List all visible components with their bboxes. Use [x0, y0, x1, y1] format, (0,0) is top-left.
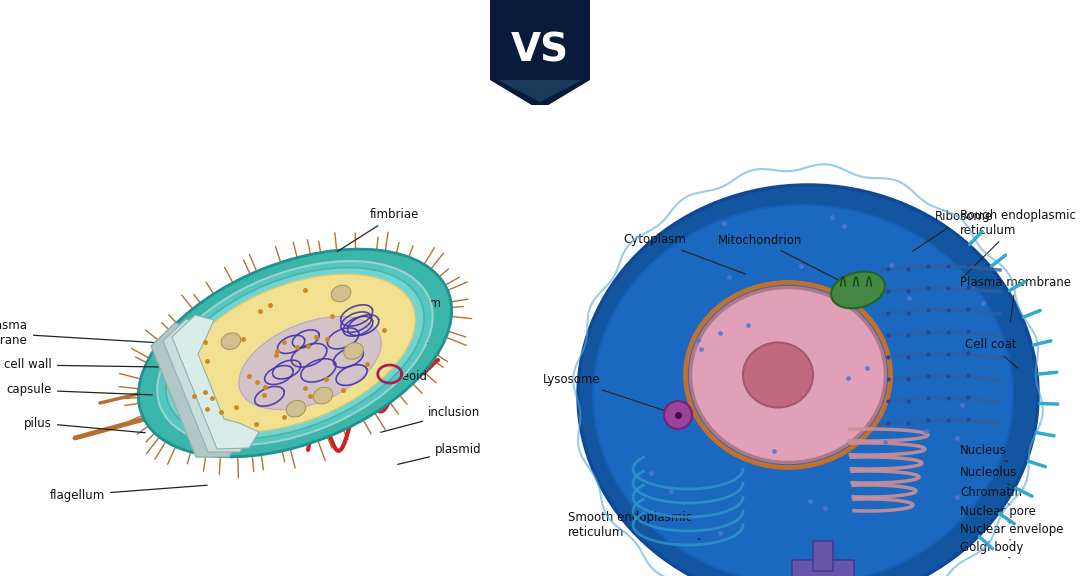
- Text: Eukaryotic cell: Eukaryotic cell: [660, 36, 960, 70]
- Polygon shape: [163, 319, 249, 452]
- Ellipse shape: [286, 400, 306, 417]
- FancyBboxPatch shape: [813, 541, 833, 571]
- Polygon shape: [151, 323, 238, 457]
- Ellipse shape: [593, 205, 1013, 576]
- Ellipse shape: [175, 274, 416, 432]
- Text: fimbriae: fimbriae: [337, 209, 419, 252]
- Text: Nucleolus: Nucleolus: [960, 467, 1017, 485]
- Ellipse shape: [578, 185, 1038, 576]
- Text: inclusion: inclusion: [380, 407, 481, 433]
- Text: plasmid: plasmid: [397, 444, 482, 464]
- Text: Golgi body: Golgi body: [960, 541, 1024, 558]
- Ellipse shape: [239, 316, 381, 410]
- Text: pilus: pilus: [24, 416, 145, 433]
- Text: Lysosome: Lysosome: [543, 373, 675, 414]
- Text: Nuclear envelope: Nuclear envelope: [960, 524, 1064, 540]
- Ellipse shape: [690, 287, 886, 463]
- FancyBboxPatch shape: [792, 560, 854, 576]
- Ellipse shape: [743, 343, 813, 407]
- Text: Smooth endoplasmic
reticulum: Smooth endoplasmic reticulum: [568, 511, 700, 540]
- Text: Prokaryotic cell: Prokaryotic cell: [111, 36, 429, 70]
- Text: Mitochondrion: Mitochondrion: [718, 233, 855, 289]
- Text: plasma
membrane: plasma membrane: [0, 319, 159, 347]
- Ellipse shape: [343, 343, 363, 359]
- Text: Cytoplasm: Cytoplasm: [623, 233, 745, 274]
- Ellipse shape: [221, 333, 241, 350]
- Text: VS: VS: [511, 32, 569, 69]
- Text: Nuclear pore: Nuclear pore: [960, 506, 1036, 523]
- Text: nucleoid: nucleoid: [327, 370, 428, 389]
- Polygon shape: [172, 315, 259, 449]
- Ellipse shape: [831, 272, 885, 308]
- Bar: [490, 0, 590, 80]
- Text: Ribosome: Ribosome: [913, 210, 994, 252]
- Text: cell wall: cell wall: [4, 358, 159, 372]
- Ellipse shape: [332, 285, 351, 302]
- Ellipse shape: [138, 249, 451, 457]
- Ellipse shape: [158, 261, 433, 445]
- Text: Cell coat: Cell coat: [966, 339, 1017, 368]
- Ellipse shape: [313, 387, 333, 404]
- Text: Plasma membrane: Plasma membrane: [960, 276, 1071, 322]
- Text: ribosome: ribosome: [333, 334, 430, 353]
- Text: Nucleus: Nucleus: [960, 444, 1008, 462]
- Text: Chromatin: Chromatin: [960, 487, 1022, 505]
- Text: flagellum: flagellum: [50, 485, 207, 502]
- Text: capsule: capsule: [6, 384, 152, 396]
- Polygon shape: [498, 80, 582, 102]
- Polygon shape: [490, 80, 590, 110]
- Text: cytoplasm: cytoplasm: [342, 297, 441, 322]
- Text: Rough endoplasmic
reticulum: Rough endoplasmic reticulum: [960, 209, 1076, 278]
- Ellipse shape: [166, 267, 424, 438]
- Ellipse shape: [664, 401, 692, 429]
